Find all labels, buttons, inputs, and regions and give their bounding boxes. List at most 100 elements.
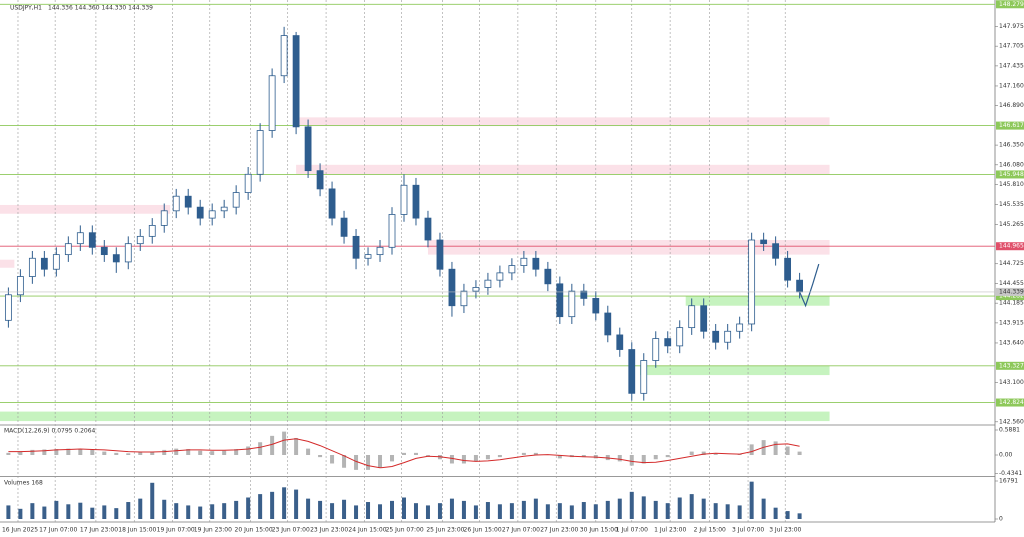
volume-bar bbox=[102, 505, 107, 519]
volume-bar bbox=[378, 504, 383, 519]
macd-bar bbox=[653, 454, 658, 460]
candle-body bbox=[304, 126, 312, 172]
candle-body bbox=[148, 225, 156, 237]
candle-body bbox=[460, 290, 468, 307]
candle-body bbox=[496, 272, 504, 281]
volume-bar bbox=[42, 506, 47, 519]
macd-bar bbox=[210, 451, 215, 455]
candle-body bbox=[784, 257, 792, 281]
volume-bar bbox=[162, 499, 167, 519]
candle-body bbox=[712, 330, 720, 343]
zone bbox=[640, 365, 830, 376]
candle-body bbox=[508, 265, 516, 274]
candle-body bbox=[436, 239, 444, 270]
macd-bar bbox=[330, 454, 335, 464]
macd-bar bbox=[222, 450, 227, 455]
macd-bar bbox=[461, 454, 466, 464]
level-label: 148.279 bbox=[999, 1, 1024, 8]
volume-bar bbox=[126, 502, 131, 519]
volume-bar bbox=[641, 496, 646, 519]
candle-body bbox=[124, 243, 132, 263]
level-label: 144.965 bbox=[999, 243, 1024, 250]
candle-body bbox=[688, 305, 696, 329]
level-label-box bbox=[996, 170, 1024, 179]
macd-bar bbox=[629, 454, 634, 466]
volume-bar bbox=[797, 513, 802, 519]
x-tick-label: 17 Jun 07:00 bbox=[39, 527, 77, 534]
macd-bar bbox=[198, 450, 203, 455]
volume-bar bbox=[210, 504, 215, 519]
candle-body bbox=[676, 327, 684, 347]
candle-body bbox=[748, 239, 756, 325]
candle-body bbox=[616, 334, 624, 350]
candle-body bbox=[328, 188, 336, 219]
candle-body bbox=[556, 283, 564, 318]
volume-bar bbox=[150, 482, 155, 519]
candle-body bbox=[652, 338, 660, 361]
macd-bar bbox=[270, 435, 275, 455]
volume-bar bbox=[186, 505, 191, 519]
x-tick-label: 27 Jun 23:00 bbox=[540, 527, 578, 534]
volume-bar bbox=[533, 498, 538, 519]
volume-bar bbox=[785, 511, 790, 519]
volume-bar bbox=[713, 503, 718, 519]
x-tick-label: 30 Jun 15:00 bbox=[580, 527, 618, 534]
candle-body bbox=[256, 130, 264, 175]
candle-body bbox=[340, 217, 348, 237]
quote: 144.336 144.360 144.330 144.339 bbox=[48, 5, 153, 12]
candle-body bbox=[424, 217, 432, 241]
candle-body bbox=[700, 305, 708, 332]
macd-bar bbox=[306, 448, 311, 455]
macd-bar bbox=[138, 452, 143, 455]
macd-bar bbox=[641, 454, 646, 464]
volume-bar bbox=[449, 498, 454, 519]
candle-body bbox=[724, 330, 732, 343]
macd-bar bbox=[366, 454, 371, 470]
candle-body bbox=[76, 232, 84, 245]
candle-body bbox=[772, 243, 780, 259]
candle-body bbox=[412, 184, 420, 219]
level-label: 145.948 bbox=[999, 171, 1024, 178]
candle-body bbox=[568, 290, 576, 318]
macd-bar bbox=[521, 452, 526, 455]
volume-bar bbox=[461, 500, 466, 519]
x-tick-label: 19 Jun 07:00 bbox=[157, 527, 195, 534]
volume-bar bbox=[138, 498, 143, 519]
candle-body bbox=[604, 312, 612, 336]
macd-bar bbox=[18, 451, 23, 455]
y-tick-label: 147.435 bbox=[999, 62, 1024, 69]
volume-bar bbox=[366, 502, 371, 519]
candle-body bbox=[16, 276, 24, 296]
macd-bar bbox=[234, 449, 239, 455]
volume-bar bbox=[605, 500, 610, 519]
candle-body bbox=[760, 239, 768, 245]
volume-bar bbox=[773, 507, 778, 519]
macd-bar bbox=[6, 452, 11, 455]
candle-body bbox=[220, 206, 228, 212]
y-tick-label: -0.4341 bbox=[999, 470, 1022, 477]
y-tick-label: 145.810 bbox=[999, 181, 1024, 188]
candle-body bbox=[160, 210, 168, 226]
candle-body bbox=[232, 192, 240, 208]
macd-bar bbox=[581, 454, 586, 458]
volume-bar bbox=[581, 502, 586, 519]
candle-body bbox=[64, 243, 72, 256]
volume-bar bbox=[725, 504, 730, 519]
candle-body bbox=[112, 254, 120, 263]
candle-body bbox=[520, 257, 528, 266]
y-tick-label: 147.160 bbox=[999, 82, 1024, 89]
candle-body bbox=[400, 184, 408, 215]
candle-body bbox=[580, 290, 588, 299]
volume-bar bbox=[30, 503, 35, 519]
y-tick-label: 145.535 bbox=[999, 201, 1024, 208]
x-tick-label: 2 Jul 15:00 bbox=[694, 527, 726, 534]
level-label-box bbox=[996, 361, 1024, 370]
x-tick-label: 26 Jun 15:00 bbox=[464, 527, 502, 534]
macd-bar bbox=[150, 451, 155, 455]
y-tick-label: 16791 bbox=[999, 478, 1018, 485]
candle-body bbox=[364, 254, 372, 259]
candle-body bbox=[316, 170, 324, 190]
macd-bar bbox=[497, 454, 502, 458]
volume-bar bbox=[90, 507, 95, 519]
candle-body bbox=[640, 360, 648, 394]
